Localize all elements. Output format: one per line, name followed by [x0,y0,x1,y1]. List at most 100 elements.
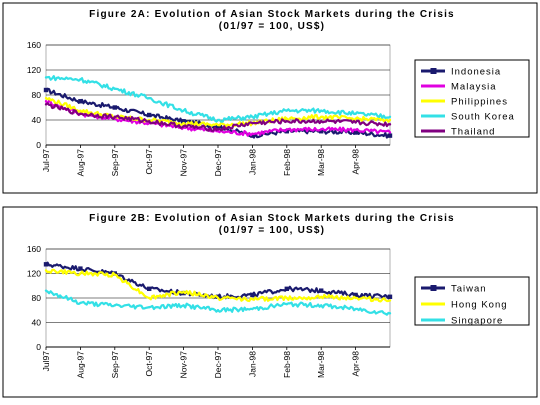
legend-label: South Korea [451,112,515,123]
y-tick-label: 120 [27,269,41,279]
x-tick-label: Aug-97 [75,351,85,379]
data-point [354,296,357,300]
data-point [79,78,82,81]
data-point [354,121,357,124]
x-tick-label: Apr-98 [351,351,361,377]
data-point [147,286,152,292]
x-tick-label: Aug-97 [75,149,85,177]
data-point [387,294,393,299]
x-tick-label: Nov-97 [179,351,189,379]
data-point [251,132,254,135]
chart-panel-b: Figure 2B: Evolution of Asian Stock Mark… [2,206,538,398]
data-point [182,109,185,112]
data-point [285,120,288,123]
x-tick-label: Nov-97 [179,149,189,177]
chart-b-subtitle: (01/97 = 100, US$) [219,225,325,236]
legend-label: Thailand [451,127,495,138]
data-point [43,262,49,267]
y-tick-label: 80 [32,90,42,100]
x-tick-label: Oct-97 [144,351,154,377]
y-tick-label: 80 [32,293,42,303]
data-point [250,292,255,298]
y-tick-label: 40 [32,318,42,328]
chart-b-title: Figure 2B: Evolution of Asian Stock Mark… [89,213,455,224]
data-point [387,133,393,138]
data-point [216,118,220,122]
x-tick-label: Apr-98 [351,149,361,175]
chart-a-legend: Indonesia Malaysia Philippines South Korea T… [414,59,530,138]
data-point [148,305,151,309]
data-point [216,128,220,131]
data-point [216,123,220,127]
data-point [251,115,254,119]
data-point [354,117,357,120]
data-point [388,131,392,134]
x-tick-label: Jul97 [41,351,51,372]
legend-label: Malaysia [451,82,497,93]
data-point [78,99,83,104]
data-point [285,128,288,131]
y-tick-label: 0 [36,342,41,352]
x-tick-label: Sep-97 [110,149,120,177]
data-point [354,128,357,132]
chart-a-subtitle: (01/97 = 100, US$) [219,21,325,32]
legend-label: Singapore [451,316,503,327]
data-point [79,272,82,275]
data-point [354,307,357,311]
x-tick-label: Jul-97 [41,149,51,172]
data-point [44,96,48,100]
data-point [353,130,358,135]
x-tick-label: Jan-98 [247,149,257,175]
chart-panel-a: Figure 2A: Evolution of Asian Stock Mark… [2,2,538,194]
chart-b-legend: Taiwan Hong Kong Singapore [414,276,530,327]
data-point [354,112,357,115]
data-point [320,304,323,307]
data-point [320,120,323,123]
data-point [251,121,254,125]
x-tick-label: Feb-98 [282,149,292,176]
legend-marker [430,68,437,74]
data-point [388,118,392,122]
data-point [216,309,220,312]
legend-label: Indonesia [451,67,501,78]
data-point [388,299,392,302]
data-point [388,115,392,119]
data-point [284,286,289,292]
x-tick-label: Dec-97 [213,149,223,177]
data-point [215,124,221,129]
data-point [79,301,82,305]
data-point [285,302,288,306]
y-tick-label: 160 [27,244,41,254]
data-point [353,292,358,298]
chart-b-plot: 0 40 80 120 160 Jul97 Aug-97 Sep-97 Oct-97 Nov-97… [27,244,393,379]
data-point [113,115,117,119]
data-point [320,109,323,112]
data-point [181,119,186,124]
data-point [320,295,323,298]
x-tick-label: Mar-98 [316,149,326,176]
data-point [148,120,151,123]
data-point [182,121,185,125]
data-point [44,269,48,272]
data-point [148,296,151,300]
data-point [182,304,185,307]
legend-label: Taiwan [451,284,487,295]
data-point [112,105,117,110]
data-point [147,112,152,118]
data-point [113,87,117,90]
y-tick-label: 0 [36,140,41,150]
data-point [113,304,117,307]
x-tick-label: Jan-98 [247,351,257,377]
chart-a-title: Figure 2A: Evolution of Asian Stock Mark… [89,9,455,20]
data-point [388,312,392,315]
data-point [250,133,255,138]
chart-a-plot: 0 40 80 120 160 Jul-97 Aug-97 Sep-97 Oct-97 Nov-9… [27,40,393,177]
legend-label: Hong Kong [451,300,508,311]
legend-label: Philippines [451,97,508,108]
data-point [319,288,324,293]
data-point [216,296,220,300]
data-point [285,296,288,300]
data-point [44,103,48,106]
data-point [284,129,289,134]
